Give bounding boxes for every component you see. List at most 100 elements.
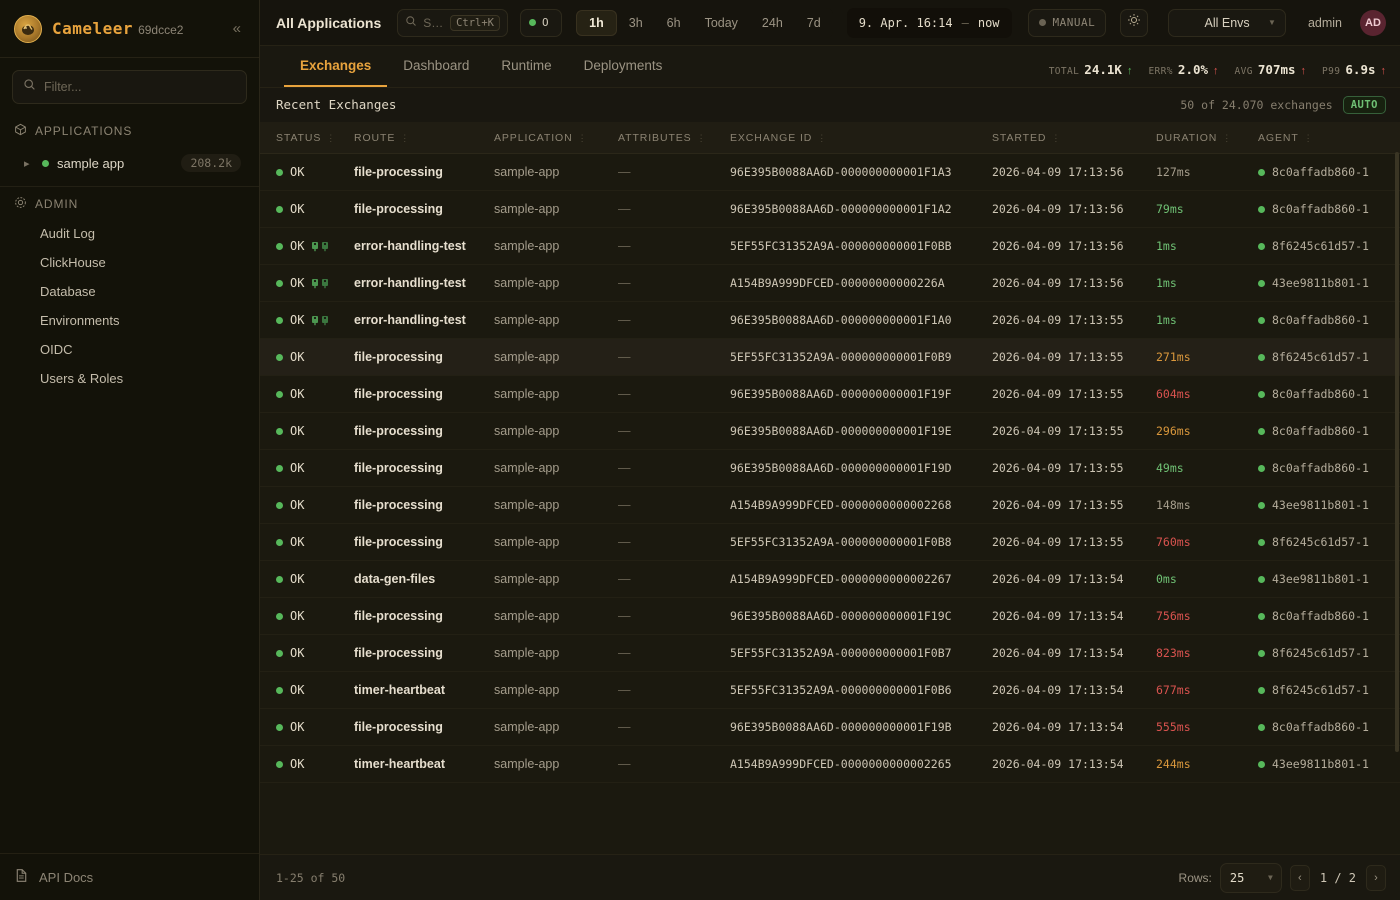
tab-runtime[interactable]: Runtime: [501, 58, 552, 73]
route-label: file-processing: [354, 350, 443, 364]
theme-toggle-button[interactable]: [1120, 8, 1149, 37]
table-row[interactable]: OK timer-heartbeat sample-app — A154B9A999DF…: [260, 745, 1400, 783]
table-row[interactable]: OK error-handling-test sample-app — 96E395B0…: [260, 301, 1400, 339]
cell-exchange-id[interactable]: 96E395B0088AA6D-000000000001F19F: [722, 375, 984, 413]
duration-label: 677ms: [1156, 683, 1191, 697]
exchange-id-label: 96E395B0088AA6D-000000000001F1A2: [730, 202, 952, 216]
column-header-started[interactable]: STARTED ⋮: [984, 122, 1148, 154]
sidebar-item-database[interactable]: Database: [40, 284, 96, 299]
sidebar-item-users-roles[interactable]: Users & Roles: [40, 371, 124, 386]
status-badge: OK: [276, 239, 338, 253]
table-row[interactable]: OK file-processing sample-app — 96E395B0088A…: [260, 597, 1400, 635]
cell-exchange-id[interactable]: A154B9A999DFCED-00000000000226A: [722, 264, 984, 302]
range-3h[interactable]: 3h: [628, 15, 643, 30]
route-label: file-processing: [354, 498, 443, 512]
route-label: error-handling-test: [354, 313, 466, 327]
sidebar-item-audit-log[interactable]: Audit Log: [40, 226, 95, 241]
cell-exchange-id[interactable]: 96E395B0088AA6D-000000000001F19D: [722, 449, 984, 487]
cell-exchange-id[interactable]: A154B9A999DFCED-0000000000002267: [722, 560, 984, 598]
column-header-duration[interactable]: DURATION ⋮: [1148, 122, 1250, 154]
live-status-toggle[interactable]: O: [520, 8, 563, 37]
cell-exchange-id[interactable]: 5EF55FC31352A9A-000000000001F0B7: [722, 634, 984, 672]
global-search[interactable]: S… Ctrl+K: [397, 8, 509, 37]
avatar[interactable]: AD: [1359, 9, 1386, 36]
manual-refresh-toggle[interactable]: MANUAL: [1027, 8, 1107, 37]
range-7d[interactable]: 7d: [806, 15, 821, 30]
cell-started: 2026-04-09 17:13:55: [984, 412, 1148, 450]
rows-per-page-select[interactable]: 25 ▼: [1219, 862, 1282, 893]
table-row[interactable]: OK timer-heartbeat sample-app — 5EF55FC31352…: [260, 671, 1400, 709]
column-header-application[interactable]: APPLICATION ⋮: [486, 122, 610, 154]
sidebar-item-environments[interactable]: Environments: [40, 313, 120, 328]
next-page-button[interactable]: ›: [1366, 864, 1386, 891]
sidebar-item-sample-app[interactable]: ▸ sample app 208.2k: [10, 148, 249, 178]
range-1h[interactable]: 1h: [576, 9, 617, 36]
table-row[interactable]: OK file-processing sample-app — 96E395B0088A…: [260, 412, 1400, 450]
cell-started: 2026-04-09 17:13:55: [984, 449, 1148, 487]
sidebar-filter[interactable]: [12, 70, 247, 104]
cell-exchange-id[interactable]: 96E395B0088AA6D-000000000001F1A2: [722, 190, 984, 228]
chevrons-left-icon[interactable]: «: [232, 20, 241, 37]
column-header-attributes[interactable]: ATTRIBUTES ⋮: [610, 122, 722, 154]
cell-duration: 677ms: [1148, 671, 1250, 709]
cell-exchange-id[interactable]: 96E395B0088AA6D-000000000001F1A0: [722, 301, 984, 339]
started-label: 2026-04-09 17:13:55: [992, 350, 1124, 364]
range-24h[interactable]: 24h: [761, 15, 783, 30]
main-area: All Applications S… Ctrl+K O 1h 3h 6h To…: [260, 0, 1400, 900]
table-row[interactable]: OK file-processing sample-app — 96E395B0088A…: [260, 190, 1400, 228]
agent-label: 8c0affadb860-1: [1272, 165, 1369, 179]
column-header-route[interactable]: ROUTE ⋮: [346, 122, 486, 154]
exchange-id-label: 96E395B0088AA6D-000000000001F1A0: [730, 313, 952, 327]
time-range-display[interactable]: 9. Apr. 16:14 — now: [846, 7, 1012, 38]
cell-status: OK: [260, 153, 346, 191]
table-row[interactable]: OK file-processing sample-app — 96E395B0088A…: [260, 708, 1400, 746]
table-row[interactable]: OK file-processing sample-app — 96E395B0088A…: [260, 375, 1400, 413]
table-row[interactable]: OK error-handling-test sample-app — 5EF55FC3…: [260, 227, 1400, 265]
table-row[interactable]: OK data-gen-files sample-app — A154B9A999DFC…: [260, 560, 1400, 598]
sidebar-item-clickhouse[interactable]: ClickHouse: [40, 255, 106, 270]
exchanges-table-wrapper: STATUS ⋮ ROUTE ⋮ APPLICATION ⋮ ATTRIBUTES ⋮ …: [260, 122, 1400, 854]
cell-duration: 823ms: [1148, 634, 1250, 672]
cell-exchange-id[interactable]: 96E395B0088AA6D-000000000001F19B: [722, 708, 984, 746]
status-badge: OK: [276, 646, 338, 660]
prev-page-button[interactable]: ‹: [1289, 864, 1310, 891]
cell-exchange-id[interactable]: 5EF55FC31352A9A-000000000001F0B8: [722, 523, 984, 561]
table-row[interactable]: OK file-processing sample-app — A154B9A999DF…: [260, 486, 1400, 524]
vertical-scrollbar[interactable]: [1395, 152, 1399, 752]
attributes-label: —: [618, 498, 631, 512]
cell-route: error-handling-test: [346, 264, 486, 302]
tab-dashboard[interactable]: Dashboard: [403, 58, 470, 73]
cell-exchange-id[interactable]: 5EF55FC31352A9A-000000000001F0BB: [722, 227, 984, 265]
range-today[interactable]: Today: [704, 15, 738, 30]
table-row[interactable]: OK error-handling-test sample-app — A154B9A9…: [260, 264, 1400, 302]
agent-status-dot: [1258, 205, 1265, 213]
environment-select[interactable]: All Envs ▼: [1168, 8, 1286, 37]
cell-exchange-id[interactable]: 5EF55FC31352A9A-000000000001F0B6: [722, 671, 984, 709]
column-header-agent[interactable]: AGENT ⋮: [1250, 122, 1400, 154]
column-header-status[interactable]: STATUS ⋮: [260, 122, 346, 154]
sidebar-item-oidc[interactable]: OIDC: [40, 342, 73, 357]
cell-exchange-id[interactable]: 96E395B0088AA6D-000000000001F19E: [722, 412, 984, 450]
cell-exchange-id[interactable]: 96E395B0088AA6D-000000000001F19C: [722, 597, 984, 635]
cell-application: sample-app: [486, 375, 610, 413]
filter-input[interactable]: [44, 80, 236, 94]
table-row[interactable]: OK file-processing sample-app — 5EF55FC31352…: [260, 338, 1400, 376]
cell-exchange-id[interactable]: A154B9A999DFCED-0000000000002268: [722, 486, 984, 524]
auto-refresh-badge[interactable]: AUTO: [1342, 95, 1386, 114]
cell-exchange-id[interactable]: A154B9A999DFCED-0000000000002265: [722, 745, 984, 783]
table-row[interactable]: OK file-processing sample-app — 5EF55FC31352…: [260, 634, 1400, 672]
chevron-right-icon[interactable]: ▸: [24, 157, 30, 170]
column-header-exchange-id[interactable]: EXCHANGE ID ⋮: [722, 122, 984, 154]
tab-exchanges[interactable]: Exchanges: [284, 46, 388, 87]
tab-deployments[interactable]: Deployments: [583, 58, 663, 73]
sidebar-item-api-docs[interactable]: API Docs: [0, 853, 259, 900]
table-row[interactable]: OK file-processing sample-app — 5EF55FC31352…: [260, 523, 1400, 561]
range-6h[interactable]: 6h: [666, 15, 681, 30]
cell-attributes: —: [610, 338, 722, 376]
cell-exchange-id[interactable]: 5EF55FC31352A9A-000000000001F0B9: [722, 338, 984, 376]
table-row[interactable]: OK file-processing sample-app — 96E395B0088A…: [260, 449, 1400, 487]
exchange-id-label: 96E395B0088AA6D-000000000001F19D: [730, 461, 952, 475]
table-row[interactable]: OK file-processing sample-app — 96E395B0088A…: [260, 153, 1400, 191]
cell-exchange-id[interactable]: 96E395B0088AA6D-000000000001F1A3: [722, 153, 984, 191]
